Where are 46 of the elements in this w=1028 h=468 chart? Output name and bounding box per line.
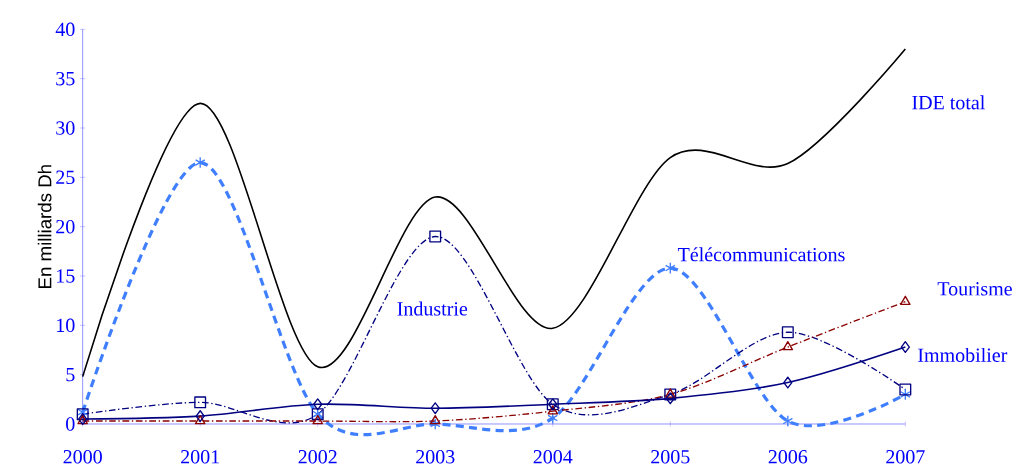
x-tick-label: 2007 [886,450,925,464]
point [900,388,911,401]
series-label: Télécommunications [677,247,845,262]
point [194,396,207,409]
point [782,415,794,428]
y-tick-label: 5 [66,368,75,382]
point [547,405,559,415]
series-label: Tourisme [937,282,1012,296]
point [430,402,440,415]
point [195,410,205,423]
x-tick-label: 2004 [533,450,573,464]
y-tick-label: 25 [56,170,75,185]
point [665,392,675,405]
point [900,341,910,354]
x-tick-label: 2001 [181,450,219,464]
point [194,156,206,169]
point [429,415,441,425]
y-tick-label: 30 [56,121,75,135]
point [312,415,323,425]
series-label: Industrie [397,301,468,316]
x-tick-label: 2005 [651,450,690,464]
x-tick-label: 2006 [768,450,808,464]
point [547,412,559,425]
point [665,262,676,275]
point [429,230,442,243]
point [194,415,206,425]
point [899,383,912,396]
line-series [81,48,907,378]
y-tick-label: 15 [57,269,75,283]
point [900,295,911,305]
x-tick-label: 2002 [298,450,337,464]
point [781,326,794,339]
point [313,398,323,411]
y-tick-label: 35 [56,71,75,86]
x-tick-label: 2003 [416,450,455,464]
point [783,376,793,389]
series-label: Immobilier [918,347,1008,362]
y-tick-label: 40 [55,22,75,37]
point [429,418,441,430]
x-tick-label: 2000 [63,450,102,464]
y-tick-label: 20 [56,219,75,234]
y-axis-title: En milliards Dh [37,165,52,288]
y-tick-label: 10 [57,318,75,333]
point [782,341,794,351]
series-label: IDE total [912,95,985,110]
y-tick-label: 0 [66,417,75,431]
